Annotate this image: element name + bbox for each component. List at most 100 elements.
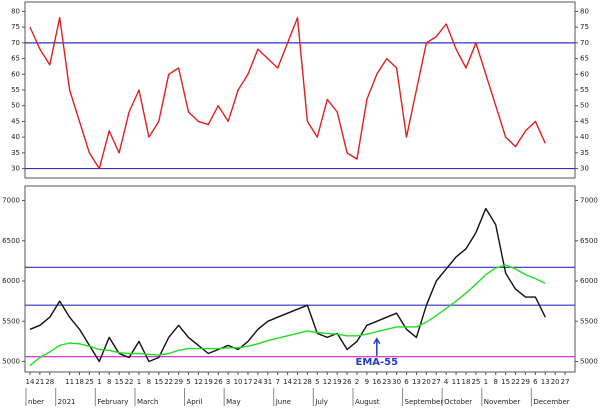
x-tick-label: 24 — [253, 378, 262, 386]
x-tick-label: 15 — [501, 378, 510, 386]
x-tick-label: 16 — [372, 378, 381, 386]
y-tick-label-right: 5500 — [580, 317, 598, 325]
x-tick-label: 4 — [444, 378, 449, 386]
x-tick-label: 15 — [154, 378, 163, 386]
x-tick-label: 26 — [214, 378, 223, 386]
month-label: nber — [28, 398, 44, 406]
y-tick-label: 5500 — [2, 317, 20, 325]
x-tick-label: 27 — [561, 378, 570, 386]
y-tick-label-right: 35 — [580, 149, 589, 157]
y-tick-label-right: 80 — [580, 7, 589, 15]
x-tick-label: 5 — [186, 378, 190, 386]
x-tick-label: 8 — [493, 378, 497, 386]
y-tick-label-right: 70 — [580, 39, 589, 47]
y-tick-label: 6500 — [2, 237, 20, 245]
x-tick-label: 26 — [343, 378, 352, 386]
y-tick-label-right: 45 — [580, 117, 589, 125]
y-tick-label-right: 6500 — [580, 237, 598, 245]
month-label: May — [226, 398, 240, 406]
y-tick-label-right: 55 — [580, 86, 589, 94]
x-tick-label: 1 — [484, 378, 488, 386]
x-tick-label: 12 — [194, 378, 203, 386]
y-tick-label: 80 — [11, 7, 20, 15]
y-tick-label: 50 — [11, 102, 20, 110]
x-tick-label: 21 — [293, 378, 302, 386]
x-tick-label: 1 — [137, 378, 141, 386]
y-tick-label-right: 50 — [580, 102, 589, 110]
month-label: February — [97, 398, 128, 406]
y-tick-label-right: 30 — [580, 165, 589, 173]
month-label: March — [137, 398, 158, 406]
y-tick-label: 40 — [11, 133, 20, 141]
series-line — [29, 264, 546, 367]
x-tick-label: 6 — [404, 378, 409, 386]
annotation-arrow — [373, 337, 381, 356]
x-tick-label: 21 — [35, 378, 44, 386]
y-tick-label: 55 — [11, 86, 20, 94]
x-tick-label: 11 — [452, 378, 461, 386]
y-tick-label: 65 — [11, 55, 20, 63]
y-tick-label: 7000 — [2, 196, 20, 204]
y-tick-label: 70 — [11, 39, 20, 47]
x-tick-label: 19 — [204, 378, 213, 386]
x-tick-label: 8 — [147, 378, 151, 386]
y-tick-label-right: 75 — [580, 23, 589, 31]
x-tick-label: 22 — [164, 378, 173, 386]
y-tick-label: 45 — [11, 117, 20, 125]
x-tick-label: 8 — [107, 378, 111, 386]
x-tick-label: 5 — [315, 378, 319, 386]
y-tick-label: 60 — [11, 70, 20, 78]
x-tick-label: 12 — [323, 378, 332, 386]
y-tick-label-right: 5000 — [580, 358, 598, 366]
month-label: October — [444, 398, 472, 406]
series-line — [29, 17, 546, 170]
month-label: July — [314, 398, 328, 406]
x-tick-label: 31 — [263, 378, 272, 386]
y-tick-label: 35 — [11, 149, 20, 157]
y-tick-label: 75 — [11, 23, 20, 31]
x-tick-label: 14 — [283, 378, 292, 386]
x-tick-label: 6 — [533, 378, 538, 386]
x-tick-label: 29 — [174, 378, 183, 386]
x-tick-label: 10 — [234, 378, 243, 386]
y-tick-label-right: 60 — [580, 70, 589, 78]
x-tick-label: 20 — [551, 378, 560, 386]
month-label: December — [533, 398, 569, 406]
x-tick-label: 17 — [244, 378, 253, 386]
month-label: April — [187, 398, 203, 406]
x-tick-label: 1 — [97, 378, 101, 386]
x-tick-label: 13 — [412, 378, 421, 386]
x-tick-label: 28 — [45, 378, 54, 386]
series-line — [29, 207, 546, 363]
annotation: EMA-55 — [356, 357, 399, 368]
y-tick-label-right: 6000 — [580, 277, 598, 285]
x-tick-label: 19 — [333, 378, 342, 386]
y-tick-label: 6000 — [2, 277, 20, 285]
x-tick-label: 2 — [355, 378, 359, 386]
month-label: August — [355, 398, 380, 406]
x-tick-label: 13 — [541, 378, 550, 386]
x-tick-label: 18 — [75, 378, 84, 386]
x-tick-label: 22 — [125, 378, 134, 386]
month-label: 2021 — [58, 398, 76, 406]
x-tick-label: 11 — [65, 378, 74, 386]
x-tick-label: 15 — [115, 378, 124, 386]
x-tick-label: 14 — [25, 378, 34, 386]
x-tick-label: 22 — [511, 378, 520, 386]
y-tick-label: 5000 — [2, 358, 20, 366]
x-tick-label: 27 — [432, 378, 441, 386]
x-tick-label: 28 — [303, 378, 312, 386]
x-tick-label: 25 — [85, 378, 94, 386]
month-label: September — [405, 398, 444, 406]
x-tick-label: 29 — [521, 378, 530, 386]
month-label: June — [275, 398, 291, 406]
x-tick-label: 23 — [382, 378, 391, 386]
month-label: November — [484, 398, 521, 406]
panel — [24, 185, 576, 373]
x-tick-label: 25 — [471, 378, 480, 386]
y-tick-label-right: 40 — [580, 133, 589, 141]
x-tick-label: 30 — [392, 378, 401, 386]
x-tick-label: 7 — [275, 378, 279, 386]
